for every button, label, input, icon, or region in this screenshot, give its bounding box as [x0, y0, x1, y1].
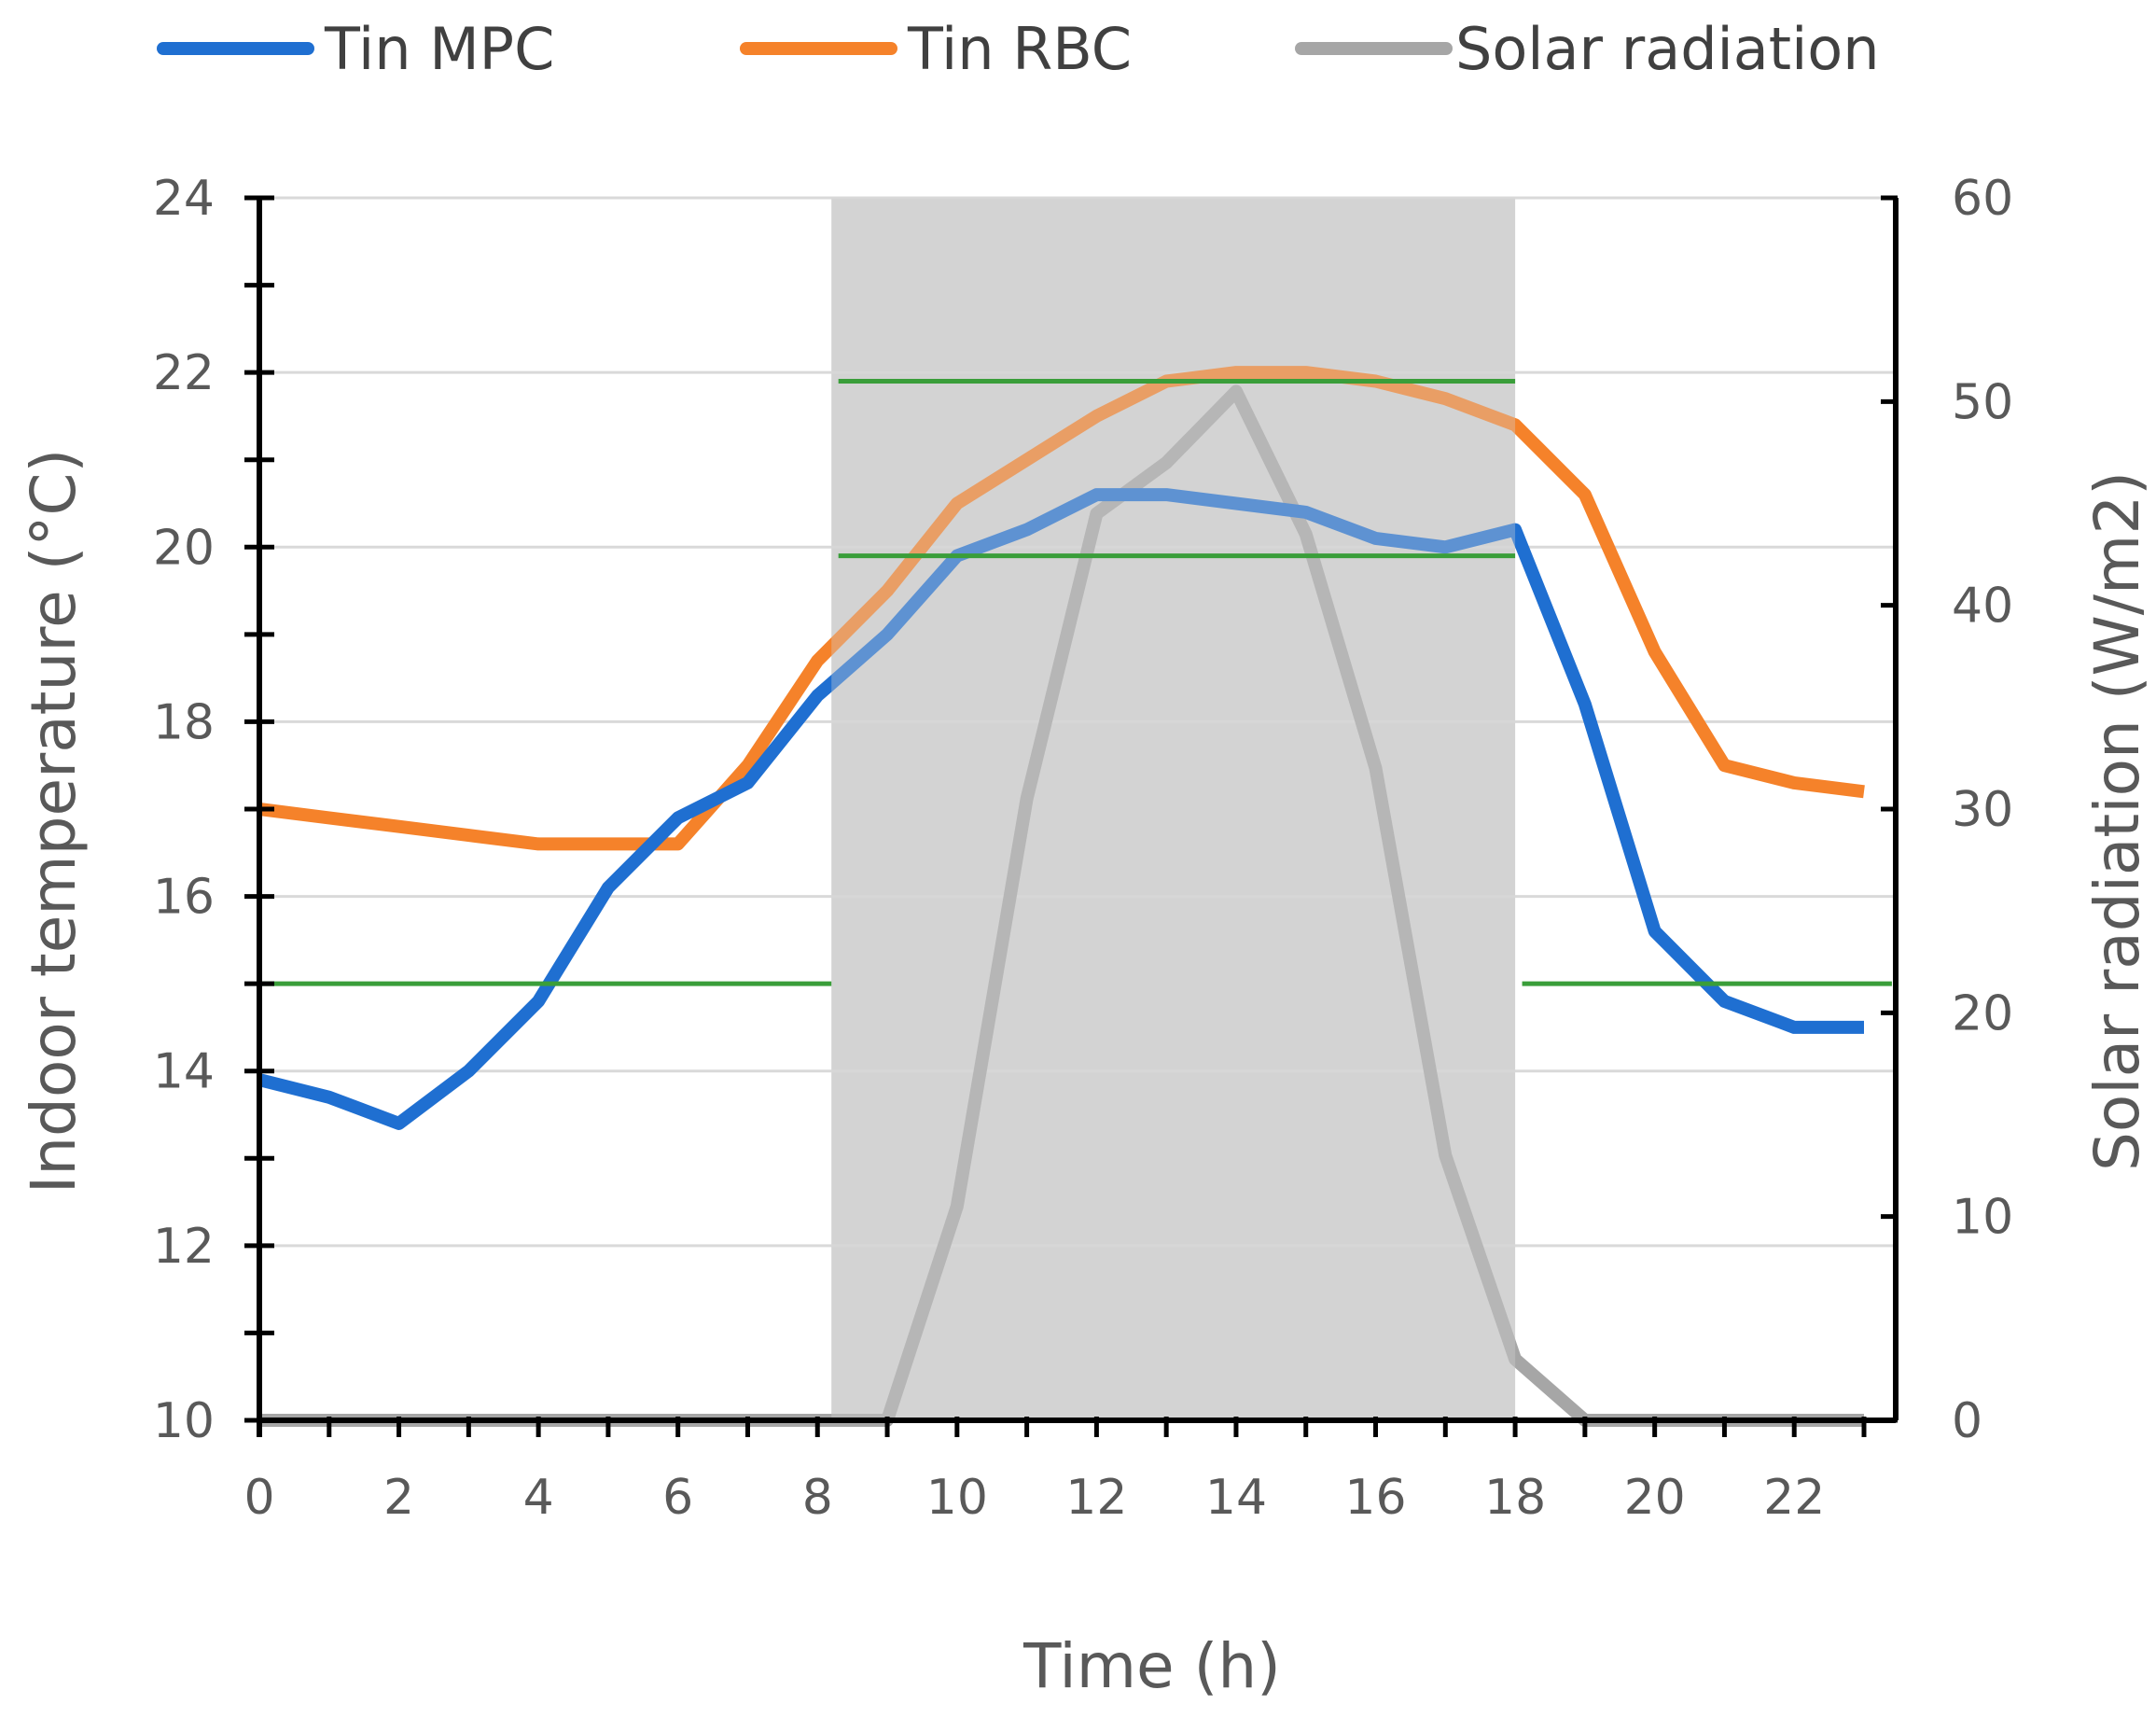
- x-tick-label: 16: [1344, 1470, 1406, 1526]
- y-left-tick-label: 16: [153, 870, 215, 926]
- legend-label-tin-mpc: Tin MPC: [324, 15, 554, 83]
- y-right-tick-label: 0: [1952, 1393, 1982, 1449]
- x-tick-label: 0: [243, 1470, 274, 1526]
- y-right-tick-label: 60: [1952, 171, 2013, 227]
- y-left-tick-label: 12: [153, 1219, 215, 1275]
- occupied-period-shade: [831, 198, 1516, 1420]
- y-right-tick-label: 30: [1952, 782, 2013, 838]
- x-tick-label: 10: [926, 1470, 988, 1526]
- x-tick-label: 12: [1065, 1470, 1127, 1526]
- legend-label-tin-rbc: Tin RBC: [907, 15, 1132, 83]
- x-tick-label: 2: [383, 1470, 414, 1526]
- series-line-tin-mpc: [257, 488, 1864, 1130]
- y-left-tick-label: 24: [153, 171, 215, 227]
- x-axis-title: Time (h): [1022, 1630, 1281, 1702]
- y-right-tick-label: 20: [1952, 985, 2013, 1041]
- y-left-tick-label: 14: [153, 1044, 215, 1100]
- y-axis-right-title: Solar radiation (W/m2): [2081, 471, 2153, 1171]
- x-tick-label: 22: [1763, 1470, 1825, 1526]
- y-left-tick-label: 18: [153, 694, 215, 750]
- x-tick-label: 8: [802, 1470, 833, 1526]
- y-left-tick-label: 10: [153, 1393, 215, 1449]
- series-line-tin-rbc: [258, 366, 1865, 851]
- legend: Tin MPC Tin RBC Solar radiation: [157, 15, 1880, 83]
- tick-labels: 0 2 4 6 8 10 12 14 16 18 20 22101214161820222401020…: [153, 171, 2013, 1526]
- y-axis-left-title: Indoor temperature (°C): [18, 449, 90, 1194]
- y-right-tick-label: 50: [1952, 374, 2013, 430]
- y-right-tick-label: 10: [1952, 1190, 2013, 1246]
- y-right-tick-label: 40: [1952, 579, 2013, 635]
- occupied-period-overlay: [831, 198, 1516, 1420]
- gridlines: [259, 196, 1896, 1248]
- axes: [244, 195, 1899, 1437]
- x-tick-label: 14: [1205, 1470, 1267, 1526]
- y-left-tick-label: 22: [153, 345, 215, 401]
- x-tick-label: 6: [662, 1470, 693, 1526]
- y-left-tick-label: 20: [153, 520, 215, 576]
- legend-label-solar-radiation: Solar radiation: [1455, 15, 1880, 83]
- x-tick-label: 20: [1624, 1470, 1686, 1526]
- x-tick-label: 18: [1484, 1470, 1546, 1526]
- x-tick-label: 4: [523, 1470, 554, 1526]
